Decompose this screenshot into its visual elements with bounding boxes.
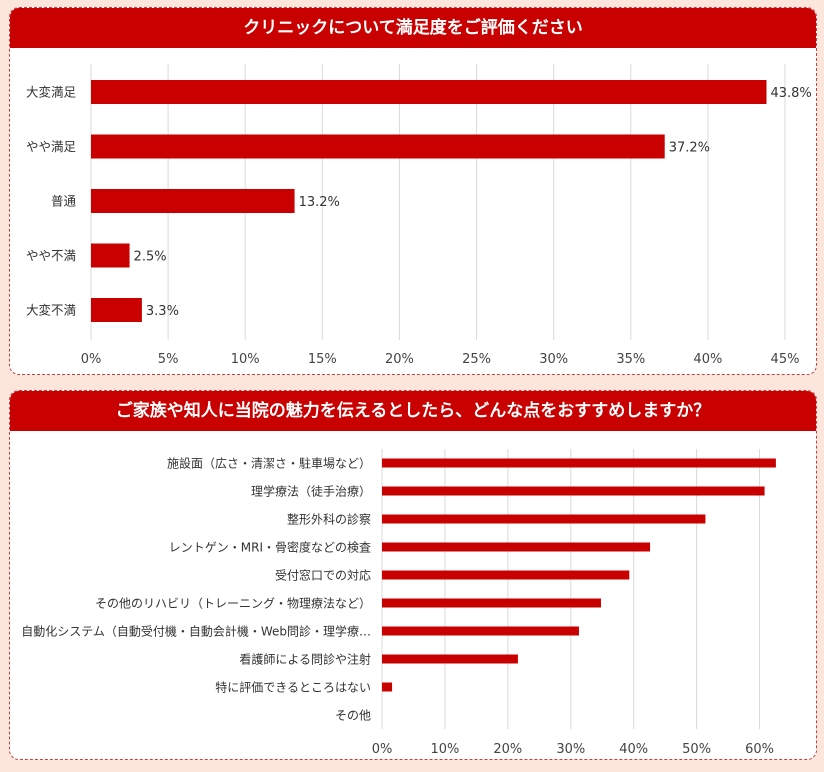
data-bar: [382, 486, 765, 496]
value-label: 43.8%: [770, 86, 811, 101]
tick-label: 10%: [430, 742, 459, 757]
recommend-chart: 施設面（広さ・清潔さ・駐車場など） 理学療法（徒手治療） 整形外科の診察レントゲン・…: [21, 449, 776, 757]
tick-label: 50%: [682, 742, 711, 757]
category-label: レントゲン・MRI・骨密度などの検査: [169, 540, 371, 555]
tick-label: 20%: [493, 742, 522, 757]
tick-label: 5%: [158, 352, 179, 367]
data-bar: [91, 298, 142, 322]
value-label: 13.2%: [299, 195, 340, 210]
tick-label: 30%: [539, 352, 568, 367]
category-label: その他: [335, 709, 371, 723]
tick-label: 40%: [693, 352, 722, 367]
data-bar: [382, 570, 630, 580]
data-bar: [382, 542, 651, 552]
data-bar: [91, 189, 295, 213]
category-label: 特に評価できるところはない: [215, 680, 371, 695]
tick-label: 15%: [308, 352, 337, 367]
data-bar: [382, 514, 706, 524]
tick-label: 20%: [385, 352, 414, 367]
tick-label: 35%: [616, 352, 645, 367]
data-bar: [91, 80, 767, 104]
category-label: 看護師による問診や注射: [239, 652, 371, 667]
category-label: 大変不満: [26, 303, 76, 318]
category-label: やや不満: [26, 248, 76, 263]
tick-label: 60%: [745, 742, 774, 757]
tick-label: 10%: [231, 352, 260, 367]
category-label: その他のリハビリ（トレーニング・物理療法など）: [95, 597, 371, 611]
recommend-card: ご家族や知人に当院の魅力を伝えるとしたら、どんな点をおすすめしますか？ 施設面（…: [9, 390, 817, 760]
satisfaction-chart: 大変満足 43.8% やや満足 37.2% 普通 13.2% やや不満 2.5% 大変不満 3.3…: [26, 64, 812, 367]
category-label: 自動化システム（自動受付機・自動会計機・Web問診・理学療…: [21, 624, 371, 639]
data-bar: [382, 682, 393, 692]
recommend-title: ご家族や知人に当院の魅力を伝えるとしたら、どんな点をおすすめしますか？: [10, 391, 816, 431]
data-bar: [91, 243, 130, 268]
value-label: 3.3%: [146, 304, 179, 319]
satisfaction-card: クリニックについて満足度をご評価ください 大変満足 43.8% やや満足 37.2% 普…: [9, 7, 817, 375]
data-bar: [382, 598, 601, 608]
tick-label: 40%: [619, 742, 648, 757]
category-label: やや満足: [26, 139, 77, 154]
category-label: 受付窓口での対応: [275, 568, 371, 583]
category-label: 整形外科の診察: [287, 512, 371, 527]
tick-label: 25%: [462, 352, 491, 367]
data-bar: [91, 134, 665, 159]
data-bar: [382, 458, 776, 468]
tick-label: 0%: [81, 352, 102, 367]
value-label: 2.5%: [134, 250, 167, 265]
data-bar: [382, 654, 518, 664]
category-label: 大変満足: [26, 85, 77, 100]
value-label: 37.2%: [669, 141, 710, 156]
tick-label: 45%: [771, 352, 800, 367]
data-bar: [382, 626, 579, 636]
category-label: 施設面（広さ・清潔さ・駐車場など）: [167, 456, 371, 471]
category-label: 理学療法（徒手治療）: [251, 484, 371, 499]
satisfaction-title: クリニックについて満足度をご評価ください: [10, 8, 816, 48]
category-label: 普通: [51, 194, 77, 209]
tick-label: 30%: [556, 742, 585, 757]
tick-label: 0%: [372, 742, 393, 757]
